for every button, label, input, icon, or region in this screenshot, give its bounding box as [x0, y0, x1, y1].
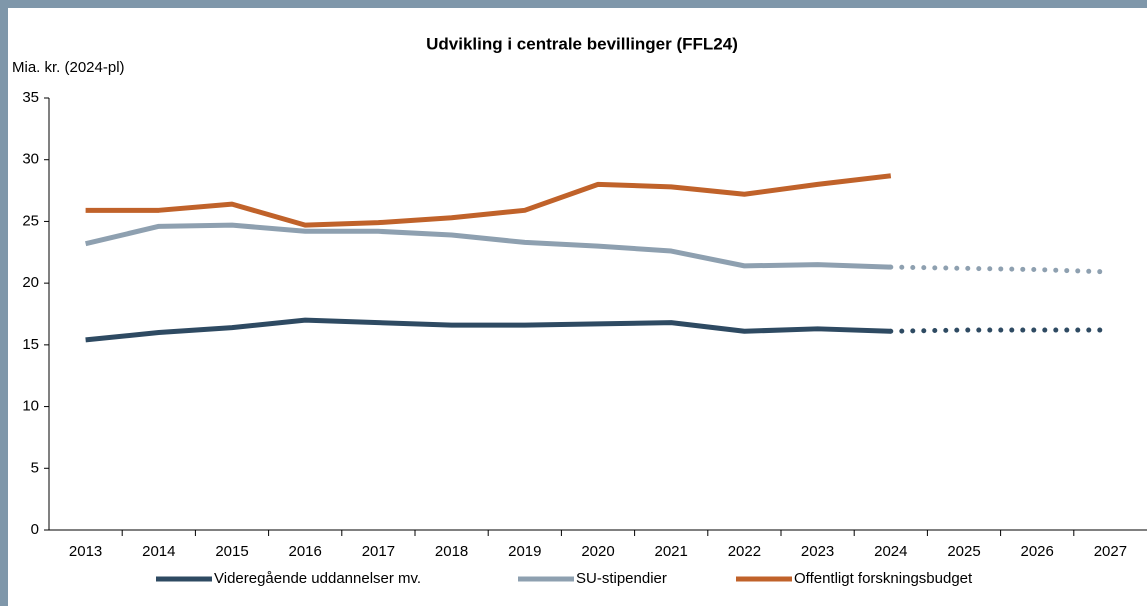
x-tick-label: 2024 [874, 543, 907, 560]
y-tick-label: 35 [22, 89, 39, 106]
line [85, 173, 892, 228]
y-tick-label: 20 [22, 274, 39, 291]
x-tick-label: 2019 [508, 543, 541, 560]
y-tick-label: 5 [31, 459, 39, 476]
x-tick-label: 2013 [69, 543, 102, 560]
y-tick-label: 15 [22, 336, 39, 353]
y-tick-label: 0 [31, 521, 39, 538]
forecast-line [888, 264, 1113, 275]
x-tick-label: 2014 [142, 543, 175, 560]
x-tick-label: 2025 [947, 543, 980, 560]
line [85, 222, 891, 270]
legend-label: SU-stipendier [576, 570, 667, 587]
y-tick-label: 25 [22, 212, 39, 229]
legend-label: Videregående uddannelser mv. [214, 570, 421, 587]
y-tick-label: 30 [22, 151, 39, 168]
x-tick-label: 2022 [728, 543, 761, 560]
forecast-line [888, 327, 1113, 334]
y-tick-label: 10 [22, 398, 39, 415]
x-tick-label: 2027 [1094, 543, 1127, 560]
x-tick-label: 2023 [801, 543, 834, 560]
x-tick-label: 2026 [1021, 543, 1054, 560]
x-tick-label: 2020 [581, 543, 614, 560]
x-tick-label: 2015 [215, 543, 248, 560]
chart-title: Udvikling i centrale bevillinger (FFL24) [426, 34, 738, 53]
line [85, 317, 891, 343]
x-tick-label: 2018 [435, 543, 468, 560]
legend-label: Offentligt forskningsbudget [794, 570, 973, 587]
x-tick-label: 2021 [655, 543, 688, 560]
chart: Udvikling i centrale bevillinger (FFL24)… [8, 8, 1147, 606]
y-axis-label: Mia. kr. (2024-pl) [12, 59, 125, 76]
x-tick-label: 2016 [289, 543, 322, 560]
x-tick-label: 2017 [362, 543, 395, 560]
